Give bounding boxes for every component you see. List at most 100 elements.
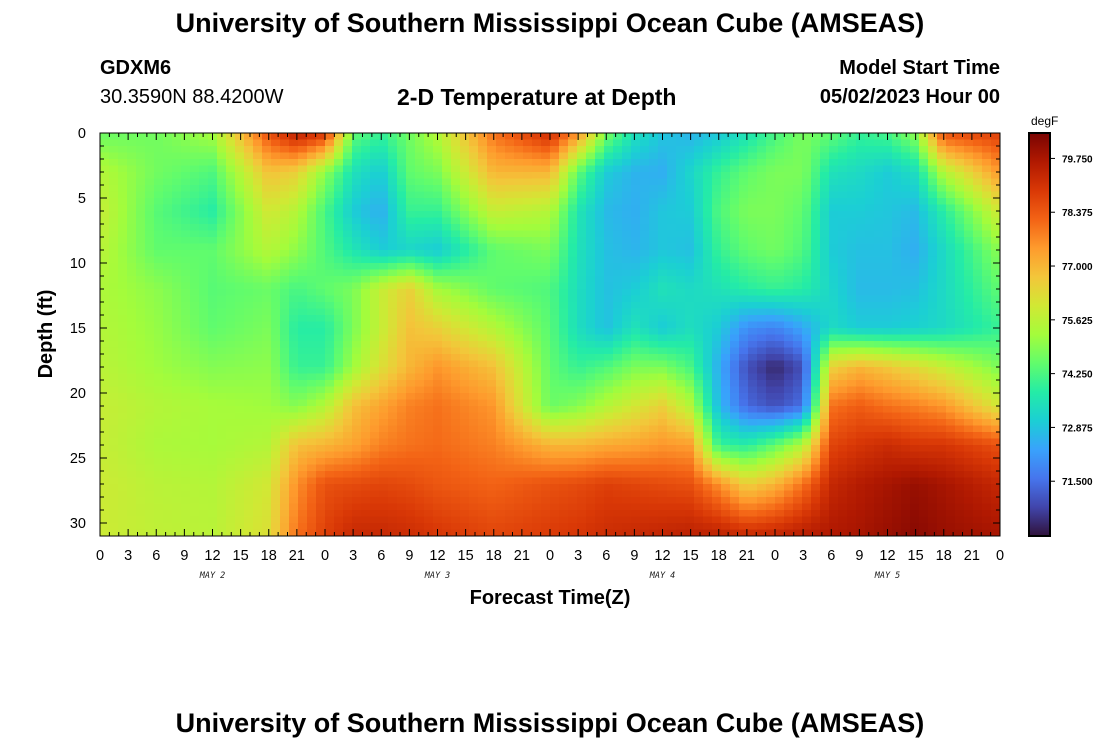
heatmap-cell bbox=[442, 217, 452, 225]
heatmap-cell bbox=[991, 419, 1000, 427]
heatmap-cell bbox=[991, 367, 1000, 375]
heatmap-cell bbox=[388, 178, 398, 186]
heatmap-cell bbox=[676, 386, 686, 394]
heatmap-cell bbox=[694, 224, 704, 232]
heatmap-cell bbox=[145, 399, 155, 407]
heatmap-cell bbox=[550, 315, 560, 323]
heatmap-cell bbox=[127, 250, 137, 258]
heatmap-cell bbox=[838, 341, 848, 349]
heatmap-cell bbox=[874, 185, 884, 193]
heatmap-cell bbox=[244, 302, 254, 310]
heatmap-cell bbox=[802, 191, 812, 199]
heatmap-cell bbox=[163, 237, 173, 245]
heatmap-cell bbox=[793, 386, 803, 394]
heatmap-cell bbox=[424, 243, 434, 251]
heatmap-cell bbox=[397, 256, 407, 264]
heatmap-cell bbox=[757, 412, 767, 420]
heatmap-cell bbox=[622, 321, 632, 329]
heatmap-cell bbox=[793, 419, 803, 427]
heatmap-cell bbox=[334, 341, 344, 349]
heatmap-cell bbox=[415, 367, 425, 375]
heatmap-cell bbox=[397, 367, 407, 375]
heatmap-cell bbox=[334, 263, 344, 271]
heatmap-cell bbox=[136, 289, 146, 297]
heatmap-cell bbox=[667, 237, 677, 245]
heatmap-cell bbox=[397, 295, 407, 303]
heatmap-cell bbox=[937, 269, 947, 277]
heatmap-cell bbox=[172, 367, 182, 375]
heatmap-cell bbox=[550, 133, 560, 141]
heatmap-cell bbox=[586, 289, 596, 297]
heatmap-cell bbox=[811, 451, 821, 459]
heatmap-cell bbox=[388, 347, 398, 355]
heatmap-cell bbox=[262, 321, 272, 329]
heatmap-cell bbox=[451, 367, 461, 375]
heatmap-cell bbox=[289, 198, 299, 206]
heatmap-cell bbox=[442, 146, 452, 154]
heatmap-cell bbox=[667, 295, 677, 303]
heatmap-cell bbox=[703, 315, 713, 323]
heatmap-cell bbox=[685, 347, 695, 355]
heatmap-cell bbox=[397, 230, 407, 238]
heatmap-cell bbox=[847, 243, 857, 251]
heatmap-cell bbox=[316, 146, 326, 154]
heatmap-cell bbox=[550, 451, 560, 459]
heatmap-cell bbox=[820, 451, 830, 459]
heatmap-cell bbox=[451, 243, 461, 251]
heatmap-cell bbox=[487, 133, 497, 141]
heatmap-cell bbox=[721, 328, 731, 336]
heatmap-cell bbox=[199, 250, 209, 258]
heatmap-cell bbox=[379, 230, 389, 238]
heatmap-cell bbox=[109, 172, 119, 180]
heatmap-cell bbox=[208, 185, 218, 193]
heatmap-cell bbox=[487, 185, 497, 193]
heatmap-cell bbox=[118, 224, 128, 232]
heatmap-cell bbox=[694, 438, 704, 446]
heatmap-cell bbox=[730, 282, 740, 290]
heatmap-cell bbox=[361, 243, 371, 251]
heatmap-cell bbox=[334, 139, 344, 147]
heatmap-cell bbox=[352, 373, 362, 381]
heatmap-cell bbox=[397, 451, 407, 459]
heatmap-cell bbox=[181, 191, 191, 199]
heatmap-cell bbox=[766, 354, 776, 362]
station-coordinates: 30.3590N 88.4200W bbox=[100, 86, 284, 108]
heatmap-cell bbox=[460, 412, 470, 420]
heatmap-cell bbox=[559, 347, 569, 355]
heatmap-cell bbox=[127, 334, 137, 342]
heatmap-cell bbox=[883, 380, 893, 388]
heatmap-cell bbox=[649, 334, 659, 342]
heatmap-cell bbox=[145, 217, 155, 225]
heatmap-cell bbox=[271, 367, 281, 375]
heatmap-cell bbox=[172, 243, 182, 251]
heatmap-cell bbox=[298, 230, 308, 238]
heatmap-cell bbox=[163, 165, 173, 173]
heatmap-cell bbox=[406, 406, 416, 414]
heatmap-cell bbox=[478, 445, 488, 453]
heatmap-cell bbox=[235, 237, 245, 245]
heatmap-cell bbox=[568, 243, 578, 251]
heatmap-cell bbox=[541, 224, 551, 232]
heatmap-cell bbox=[982, 308, 992, 316]
heatmap-cell bbox=[856, 276, 866, 284]
heatmap-cell bbox=[838, 373, 848, 381]
heatmap-cell bbox=[901, 380, 911, 388]
heatmap-cell bbox=[991, 237, 1000, 245]
heatmap-cell bbox=[451, 165, 461, 173]
heatmap-cell bbox=[388, 419, 398, 427]
heatmap-cell bbox=[478, 380, 488, 388]
heatmap-cell bbox=[226, 282, 236, 290]
heatmap-cell bbox=[100, 185, 110, 193]
heatmap-cell bbox=[361, 419, 371, 427]
heatmap-cell bbox=[793, 165, 803, 173]
heatmap-cell bbox=[550, 425, 560, 433]
heatmap-cell bbox=[145, 243, 155, 251]
heatmap-cell bbox=[622, 146, 632, 154]
heatmap-cell bbox=[595, 373, 605, 381]
heatmap-cell bbox=[748, 224, 758, 232]
heatmap-cell bbox=[667, 185, 677, 193]
heatmap-cell bbox=[982, 360, 992, 368]
heatmap-cell bbox=[901, 282, 911, 290]
heatmap-cell bbox=[532, 178, 542, 186]
heatmap-cell bbox=[217, 250, 227, 258]
